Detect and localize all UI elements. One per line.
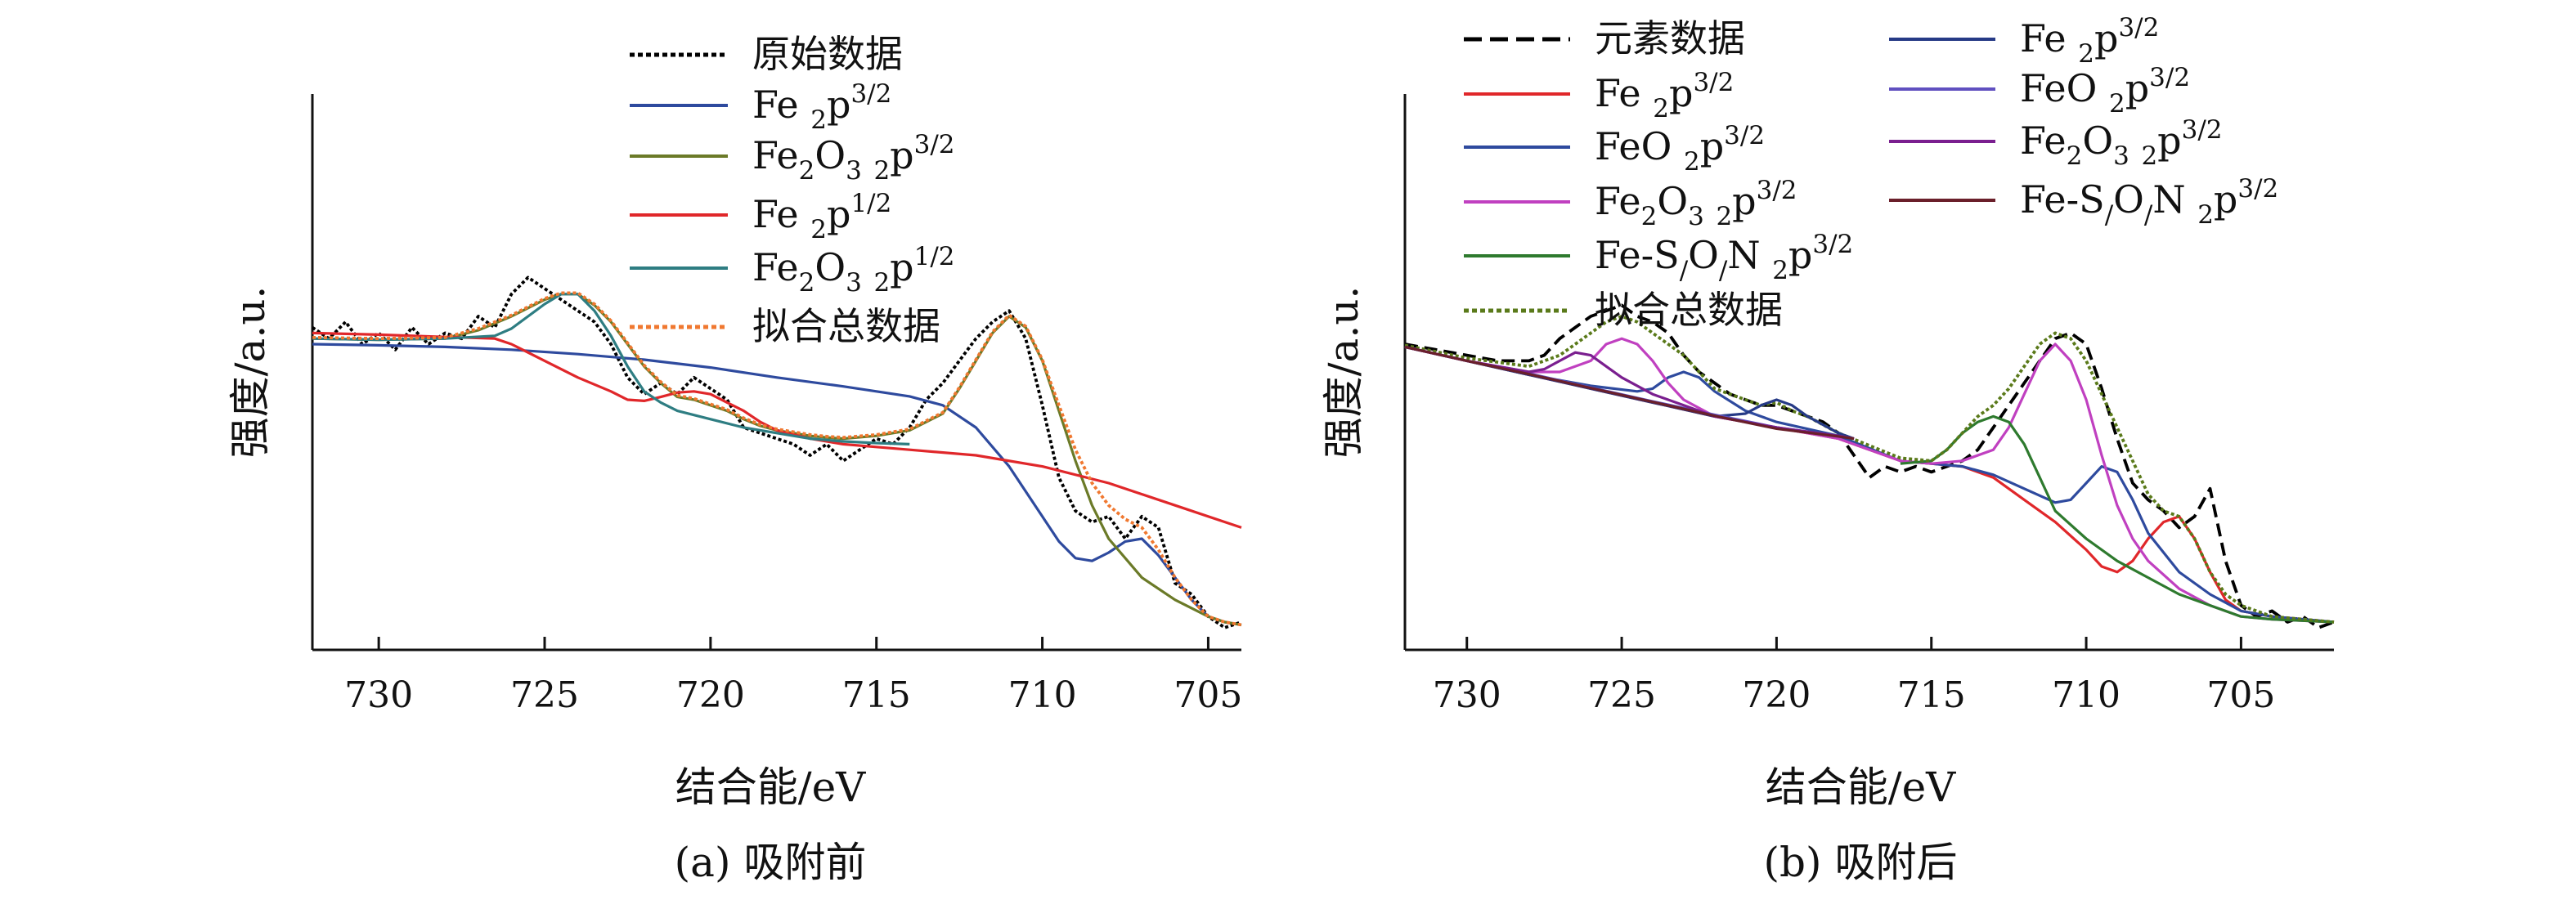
series-line-fe-2p1-2-3 [312,331,1242,529]
legend-label: 元素数据 [1595,16,1745,60]
x-axis-label: 结合能/eV [1766,763,1956,811]
x-tick-label: 705 [1174,674,1242,716]
x-tick-label: 730 [344,674,413,716]
x-tick-label: 720 [1742,674,1811,716]
x-tick-label: 715 [842,674,911,716]
legend-label: 原始数据 [752,32,903,76]
legend-label: 拟合总数据 [752,304,940,348]
x-tick-label: 725 [510,674,579,716]
legend-label: Fe-S/O/N 2p3/2 [2020,174,2278,230]
series-line-fe-2p3-2-1 [312,343,1242,626]
legend-label: Fe2O3 2p3/2 [2020,115,2223,171]
x-tick-label: 705 [2206,674,2275,716]
x-tick-label: 720 [676,674,745,716]
legend-label: Fe 2p3/2 [1595,68,1734,123]
legend-label: Fe2O3 2p1/2 [752,242,955,298]
legend-label: 拟合总数据 [1595,288,1783,332]
series-line-feo-2p3-2-2 [1404,345,2335,624]
x-axis-label: 结合能/eV [675,763,866,811]
panel-caption: (b) 吸附后 [1764,839,1958,886]
legend-label: Fe 2p1/2 [752,189,891,244]
legend-label: FeO 2p3/2 [1595,121,1765,177]
y-axis-label: 强度/a.u. [1320,286,1367,459]
series-line-fe-s-o-n-2p3-2-9 [1404,345,1855,441]
series-line-series-5 [1404,315,2335,624]
panel-caption: (a) 吸附前 [675,839,867,886]
legend-label: FeO 2p3/2 [2020,63,2190,119]
x-tick-label: 710 [2052,674,2120,716]
legend-label: Fe-S/O/N 2p3/2 [1595,230,1853,285]
series-line-fe2o3-2p3-2-3 [1404,337,2335,624]
x-tick-label: 730 [1433,674,1501,716]
y-axis-label: 强度/a.u. [227,286,274,459]
legend-label: Fe 2p3/2 [752,79,891,135]
series-line-series-5 [312,291,1242,627]
series-line-fe2o3-2p1-2-4 [312,293,910,446]
series-line-series-0 [1404,303,2335,629]
legend-label: Fe2O3 2p3/2 [752,130,955,186]
x-tick-label: 715 [1897,674,1966,716]
x-tick-label: 725 [1587,674,1656,716]
legend-label: Fe2O3 2p3/2 [1595,176,1797,231]
legend-label: Fe 2p3/2 [2020,13,2159,69]
series-line-fe-s-o-n-2p3-2-4 [1900,414,2335,624]
x-tick-label: 710 [1008,674,1077,716]
